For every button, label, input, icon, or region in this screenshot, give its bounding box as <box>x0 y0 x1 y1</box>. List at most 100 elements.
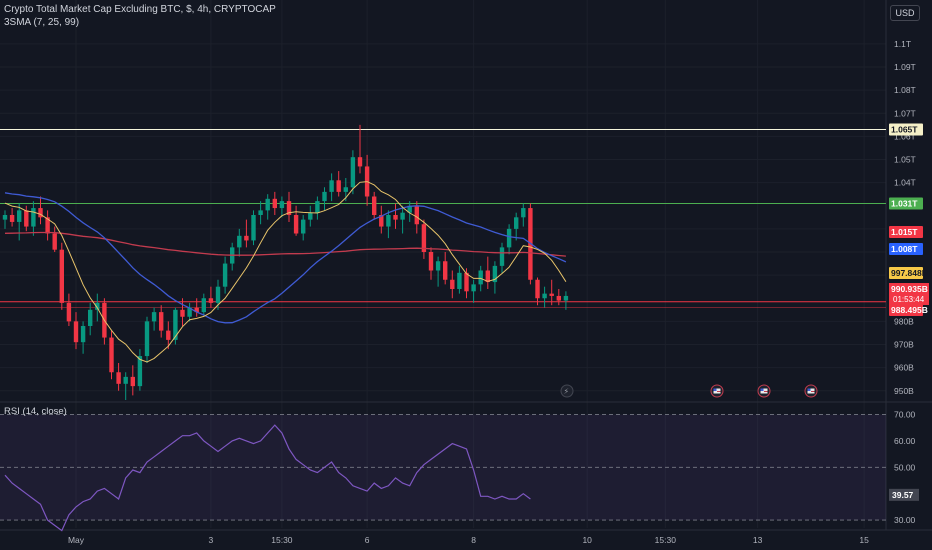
candle-body <box>95 302 100 310</box>
candle-body <box>563 295 569 301</box>
candle <box>428 247 434 280</box>
price-axis-tick: 970B <box>894 340 914 350</box>
candle-body <box>428 252 434 271</box>
support-marker: 988.495B <box>889 304 928 316</box>
rsi-axis-tick: 50.00 <box>894 462 916 472</box>
sma25-marker: 1.008T <box>889 243 923 255</box>
candle-body <box>251 215 256 241</box>
candle <box>258 201 263 225</box>
candle-body <box>166 330 171 340</box>
candle-body <box>478 270 483 285</box>
candle-body <box>180 309 185 317</box>
rsi-axis-tick: 60.00 <box>894 436 916 446</box>
candle <box>137 349 143 391</box>
candle-body <box>329 180 334 192</box>
candle-body <box>59 249 64 303</box>
candle <box>286 191 292 222</box>
time-axis-label: 13 <box>753 535 763 545</box>
time-axis-label: 3 <box>209 535 214 545</box>
candle <box>151 307 157 331</box>
candle <box>372 191 377 220</box>
candle-body <box>443 261 448 280</box>
candle <box>222 256 228 294</box>
svg-text:1.015T: 1.015T <box>891 227 918 237</box>
candle <box>123 372 128 400</box>
candle <box>329 173 334 202</box>
candle <box>336 171 341 197</box>
svg-text:997.848B: 997.848B <box>891 268 928 278</box>
candle <box>237 228 242 257</box>
candle <box>308 205 313 227</box>
candle-body <box>286 201 292 215</box>
candle <box>301 215 306 241</box>
candle-body <box>435 261 441 271</box>
candle <box>208 286 214 308</box>
sma-7-line <box>4 181 567 363</box>
candle-body <box>116 372 121 384</box>
candle <box>173 307 178 345</box>
rsi-label: RSI (14, close) <box>4 406 67 417</box>
candle <box>400 205 405 234</box>
candle <box>350 150 356 195</box>
candle <box>499 242 505 273</box>
price-axis-tick: 960B <box>894 363 914 373</box>
sma7-marker: 997.848B <box>889 267 928 279</box>
candle <box>45 210 50 241</box>
candle <box>485 256 490 289</box>
rsi-current-marker: 39.57 <box>889 488 919 501</box>
candle <box>450 270 455 299</box>
candle <box>492 261 498 294</box>
candle-body <box>471 284 476 292</box>
price-axis-tick: 1.05T <box>894 155 916 165</box>
candle <box>230 242 235 271</box>
symbol-title[interactable]: Crypto Total Market Cap Excluding BTC, $… <box>4 4 276 15</box>
sma-25-line <box>4 192 567 324</box>
candle-body <box>66 302 72 322</box>
svg-text:1.065T: 1.065T <box>891 124 918 134</box>
candle-body <box>272 198 277 209</box>
candle-body <box>244 235 249 241</box>
candle-body <box>322 191 327 202</box>
candle <box>393 203 398 229</box>
sma-99-line <box>4 231 566 257</box>
candle-body <box>194 307 199 313</box>
candle <box>549 279 554 306</box>
candle <box>272 191 277 215</box>
candle <box>201 293 206 317</box>
candle <box>322 187 327 211</box>
candle <box>315 196 320 220</box>
time-axis-label: 10 <box>582 535 592 545</box>
candle-body <box>201 298 206 313</box>
candle <box>130 365 135 396</box>
time-axis-label: 15:30 <box>271 535 293 545</box>
price-axis-tick: 950B <box>894 386 914 396</box>
candle-body <box>414 205 419 225</box>
price-axis: 1.1T1.09T1.08T1.07T1.06T1.05T1.04T1.02T1… <box>889 39 929 396</box>
candle-body <box>137 356 143 387</box>
candle <box>251 210 256 246</box>
candle-body <box>80 326 86 343</box>
candle-body <box>450 279 455 289</box>
rsi-axis-tick: 30.00 <box>894 515 916 525</box>
price-axis-tick: 980B <box>894 316 914 326</box>
svg-text:1.008T: 1.008T <box>891 244 918 254</box>
currency-button[interactable]: USD <box>890 5 920 21</box>
candle-body <box>556 295 561 301</box>
candle <box>471 279 476 303</box>
candle-body <box>265 198 270 211</box>
time-axis-label: 8 <box>471 535 476 545</box>
sma-indicator-label[interactable]: 3SMA (7, 25, 99) <box>4 17 80 28</box>
candle <box>421 219 427 259</box>
economic-event-flag-icon <box>757 384 771 398</box>
candle-body <box>45 217 50 234</box>
candle <box>109 330 114 380</box>
price-axis-tick: 1.09T <box>894 62 916 72</box>
candle <box>73 312 79 350</box>
candle <box>293 205 299 236</box>
candle-body <box>31 208 36 227</box>
rsi-pane: RSI (14, close)70.0060.0050.0040.0030.00… <box>0 406 919 532</box>
candle <box>159 305 164 338</box>
